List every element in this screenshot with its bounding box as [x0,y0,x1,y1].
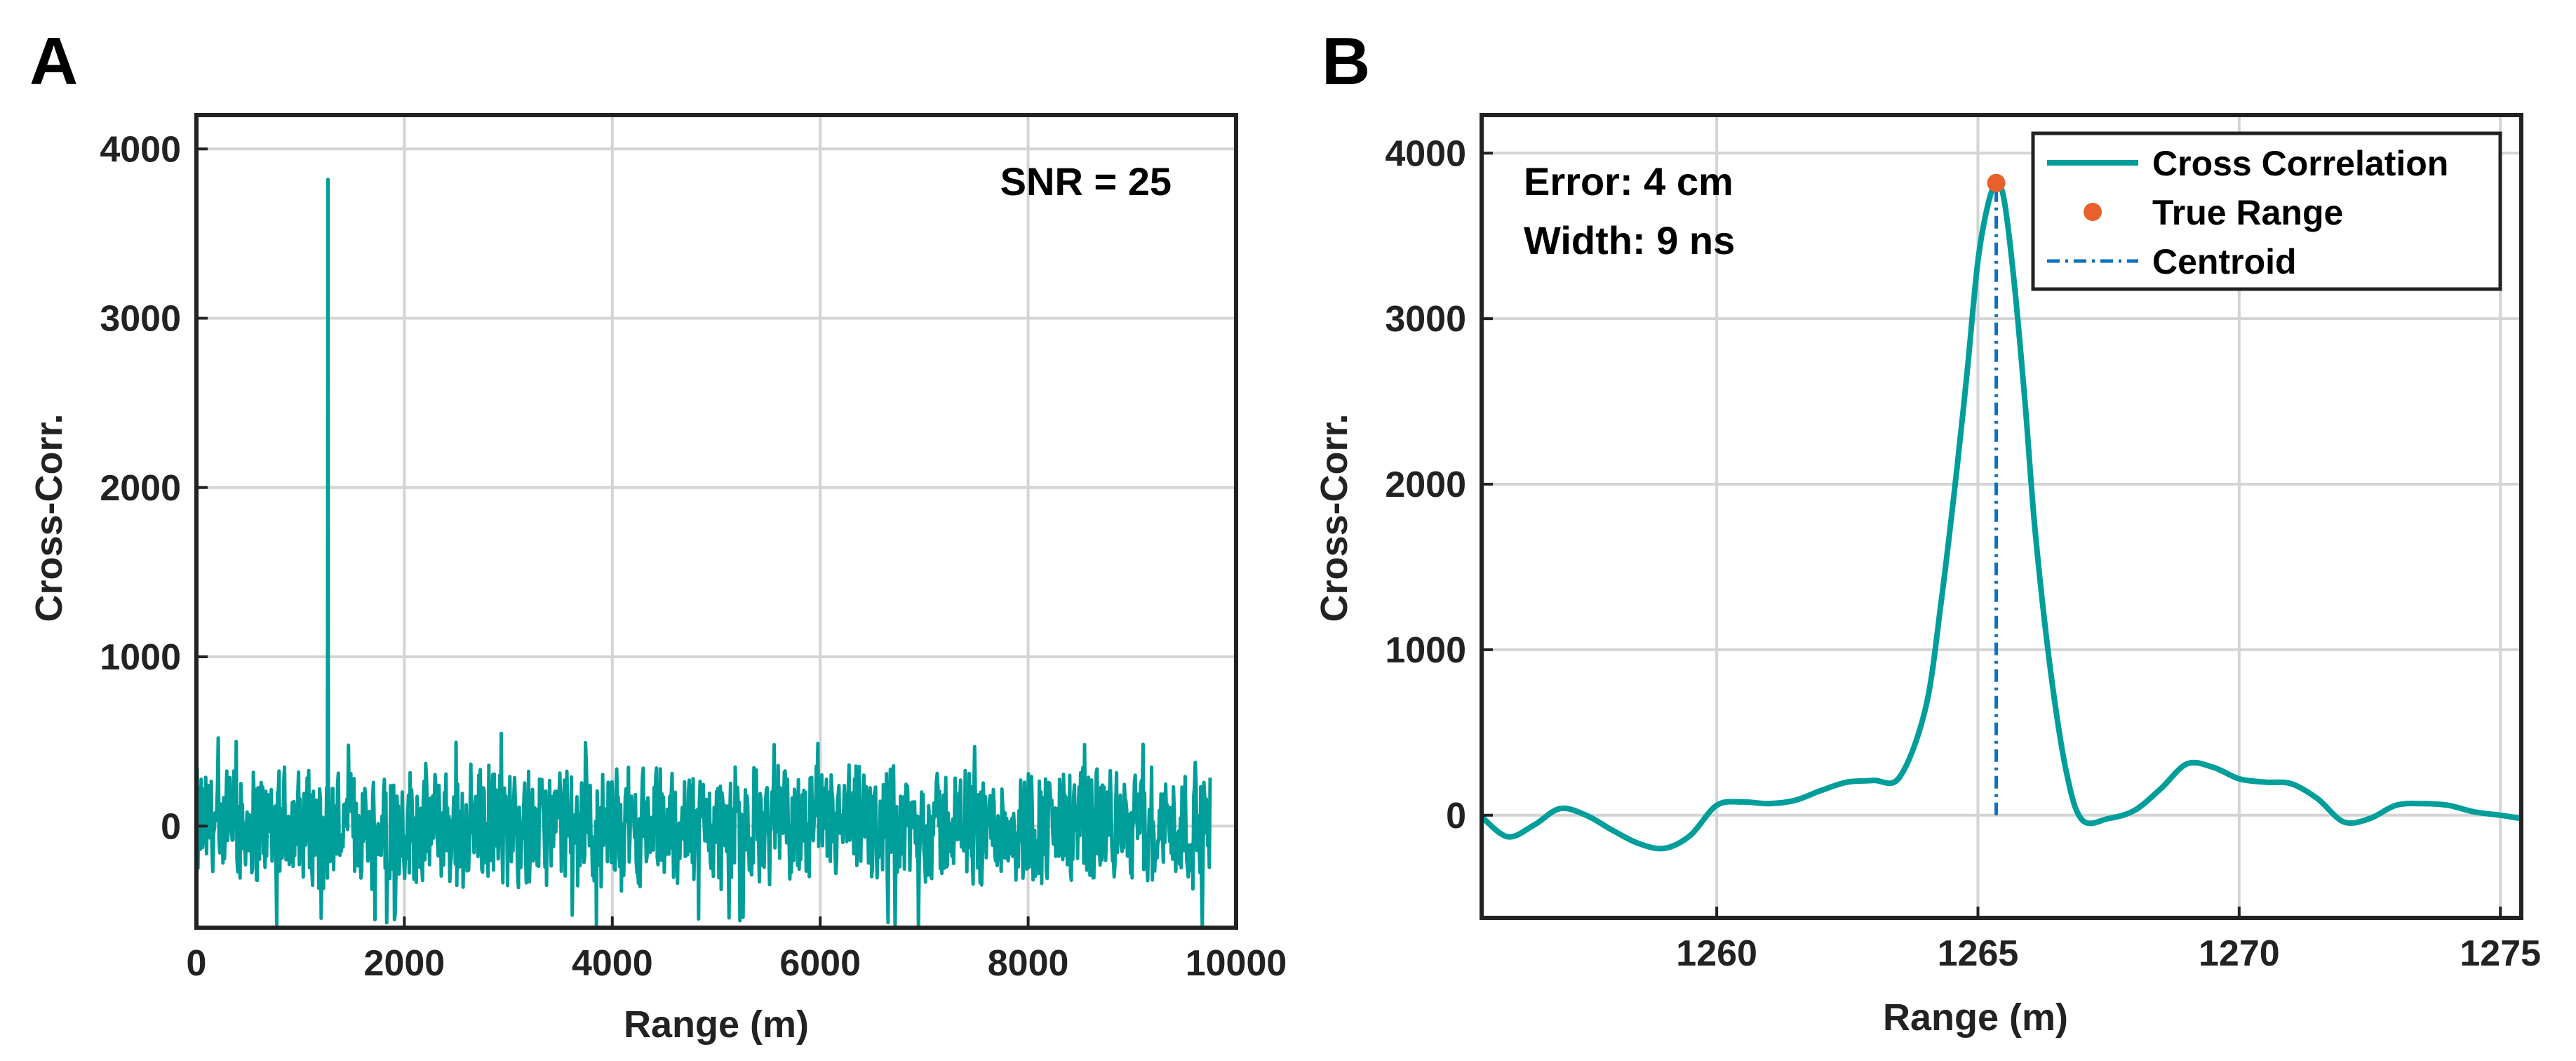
b-x-tick-label: 1275 [2460,933,2541,974]
b-y-tick-label: 1000 [1385,630,1466,671]
legend-box [2031,131,2502,291]
panel-b-letter: B [1322,24,1370,99]
a-y-tick-label: 4000 [100,129,181,170]
legend: Cross Correlation True Range Centroid [2031,131,2502,291]
panel-a-plot [194,178,1212,930]
error-annotation: Error: 4 cm [1524,159,1733,203]
panel-a-letter: A [29,24,78,99]
legend-label-centroid: Centroid [2152,242,2297,281]
panel-a-y-axis-label: Cross-Corr. [28,413,70,622]
b-y-tick-label: 0 [1446,796,1466,836]
panel-a-cross-correlation-line [194,178,1212,930]
panel-b-axes-frame [1480,113,2523,920]
a-x-tick-label: 8000 [988,943,1069,984]
b-x-tick-label: 1265 [1938,933,2019,974]
b-y-tick-label: 2000 [1385,465,1466,505]
legend-label-true-range: True Range [2152,193,2343,232]
width-annotation: Width: 9 ns [1524,218,1735,262]
a-y-tick-label: 1000 [100,637,181,678]
legend-swatch-true-range [2084,203,2102,221]
a-x-tick-label: 2000 [364,943,445,984]
panel-b-x-axis-label: Range (m) [1883,996,2068,1039]
panel-b: B 1260 1265 1270 1275 0 1000 2000 3000 4000 Erro… [1313,24,2541,1039]
a-y-tick-label: 0 [161,806,181,847]
a-x-tick-label: 6000 [779,943,861,984]
panel-a-axes-frame [194,113,1238,930]
panel-a: A 0 2000 4000 6000 8000 10000 0 1000 2000 3000 400… [28,24,1287,1046]
a-y-tick-label: 2000 [100,468,181,509]
panel-b-plot [1480,173,2522,852]
snr-annotation: SNR = 25 [1000,159,1172,203]
true-range-marker [1987,173,2006,192]
panel-a-x-axis-label: Range (m) [624,1003,809,1046]
panel-b-ticks: 1260 1265 1270 1275 0 1000 2000 3000 4000 [1385,133,2541,974]
a-x-tick-label: 0 [187,943,207,984]
a-y-tick-label: 3000 [100,299,181,340]
b-x-tick-label: 1260 [1676,933,1757,974]
b-y-tick-label: 3000 [1385,299,1466,340]
b-x-tick-label: 1270 [2199,933,2280,974]
a-x-tick-label: 4000 [572,943,653,984]
b-y-tick-label: 4000 [1385,133,1466,174]
a-x-tick-label: 10000 [1186,943,1287,984]
panel-a-ticks: 0 2000 4000 6000 8000 10000 0 1000 2000 3000 4000 [100,129,1287,984]
panel-b-y-axis-label: Cross-Corr. [1313,413,1355,622]
legend-label-cross-correlation: Cross Correlation [2152,144,2448,183]
